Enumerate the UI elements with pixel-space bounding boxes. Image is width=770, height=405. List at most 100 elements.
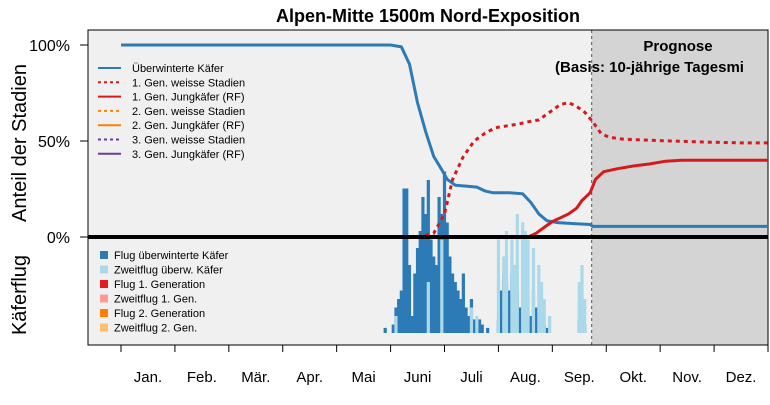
flight-bar <box>480 324 484 333</box>
flight-bar <box>472 319 476 333</box>
legend-stages: Überwinterte Käfer 1. Gen. weisse Stadien… <box>98 63 245 161</box>
legend-label: 1. Gen. Jungkäfer (RF) <box>132 92 245 104</box>
legend-label: 3. Gen. Jungkäfer (RF) <box>132 149 245 161</box>
flight-bar <box>510 239 514 333</box>
flight-bar <box>453 282 457 333</box>
x-tick-label: Jan. <box>134 369 162 386</box>
legend-swatch <box>100 309 108 317</box>
flight-bar <box>402 188 406 333</box>
flight-bar <box>577 282 581 333</box>
flight-bar <box>397 299 401 333</box>
flight-bar <box>548 316 552 333</box>
flight-bar <box>424 214 428 333</box>
legend-label: 1. Gen. weisse Stadien <box>132 77 245 89</box>
flight-bar <box>405 188 409 333</box>
legend-label: 3. Gen. weisse Stadien <box>132 135 245 147</box>
legend-swatch <box>100 251 108 259</box>
x-tick-label: Juni <box>404 369 432 386</box>
flight-bar <box>442 171 447 333</box>
x-tick-label: Mär. <box>241 369 270 386</box>
legend-label: Zweitflug 2. Gen. <box>114 323 197 335</box>
x-tick-label: Mai <box>352 369 376 386</box>
flight-bar <box>421 197 425 333</box>
flight-bar <box>429 239 433 333</box>
flight-bar <box>432 256 436 333</box>
flight-bar <box>539 282 544 333</box>
series-line <box>417 101 768 239</box>
x-tick-label: Okt. <box>619 369 647 386</box>
legend-label: Flug überwinterte Käfer <box>114 250 229 262</box>
legend-swatch <box>100 323 108 332</box>
flight-bar <box>469 307 474 333</box>
flight-bar <box>426 180 430 333</box>
flight-bar <box>537 265 541 333</box>
legend-label: Flug 2. Generation <box>114 308 205 320</box>
x-tick-label: Feb. <box>187 369 217 386</box>
legend-label: Flug 1. Generation <box>114 279 205 291</box>
legend-flight: Flug überwinterte Käfer Zweitflug überw. … <box>100 250 229 335</box>
y-ticks: 100% 50% 0% <box>29 38 88 247</box>
y-tick-label-50: 50% <box>38 134 70 151</box>
y-tick-label-100: 100% <box>29 38 70 55</box>
x-tick-label: Juli <box>460 369 483 386</box>
legend-label: 2. Gen. Jungkäfer (RF) <box>132 120 245 132</box>
flight-bar <box>515 214 519 333</box>
flight-bar <box>542 299 546 333</box>
flight-bar <box>434 265 439 333</box>
flight-bar <box>475 316 479 333</box>
flight-bar <box>477 319 482 333</box>
flight-bar <box>534 307 538 333</box>
flight-bar <box>502 256 506 333</box>
flight-bar <box>504 231 509 333</box>
x-ticks: Jan. Feb. Mär. Apr. Mai Juni Juli Aug. Sep. Okt. N… <box>120 345 769 386</box>
flight-bars <box>383 171 587 333</box>
x-tick-label: Apr. <box>296 369 323 386</box>
flight-bar <box>467 316 471 333</box>
flight-bar <box>413 273 417 333</box>
flight-bar <box>415 248 420 333</box>
legend-label: 2. Gen. weisse Stadien <box>132 106 245 118</box>
flight-bar <box>459 299 463 333</box>
flight-bar <box>529 316 533 333</box>
forecast-region <box>591 30 768 345</box>
flight-bar <box>410 316 414 333</box>
flight-bar <box>464 307 468 333</box>
flight-bar <box>583 299 587 333</box>
flight-bar <box>407 265 412 333</box>
flight-bar <box>391 324 395 333</box>
x-tick-label: Sep. <box>564 369 595 386</box>
flight-bar <box>518 307 522 333</box>
series-line <box>121 158 768 239</box>
legend-label: Zweitflug überw. Käfer <box>114 265 223 277</box>
flight-bar <box>418 231 422 333</box>
x-tick-label: Aug. <box>510 369 541 386</box>
flight-bar <box>456 290 460 333</box>
flight-bar <box>437 197 441 333</box>
flight-bar <box>496 239 501 333</box>
flight-bar <box>531 248 536 333</box>
flight-bar <box>450 273 455 333</box>
flight-bar <box>399 290 403 333</box>
flight-bar <box>440 239 444 333</box>
legend-swatch <box>100 265 108 274</box>
flight-bar <box>445 222 449 333</box>
x-tick-label: Nov. <box>672 369 702 386</box>
y-tick-label-0: 0% <box>47 230 70 247</box>
forecast-label-line1: Prognose <box>643 38 712 55</box>
chart-title: Alpen-Mitte 1500m Nord-Exposition <box>276 6 580 26</box>
y-axis-label-bottom: Käferflug <box>9 255 31 335</box>
flight-bar <box>499 290 503 333</box>
flight-bar <box>580 265 584 333</box>
flight-bar <box>461 273 465 333</box>
flight-bar <box>512 265 517 333</box>
flight-bar <box>521 222 525 333</box>
x-tick-label: Dez. <box>726 369 757 386</box>
legend-swatch <box>100 280 108 288</box>
flight-bar <box>545 327 549 333</box>
flight-bar <box>383 327 387 333</box>
legend-label: Überwinterte Käfer <box>132 63 224 75</box>
flight-bar <box>507 290 511 333</box>
y-axis-label-top: Anteil der Stadien <box>9 64 31 222</box>
series-line <box>121 43 768 228</box>
